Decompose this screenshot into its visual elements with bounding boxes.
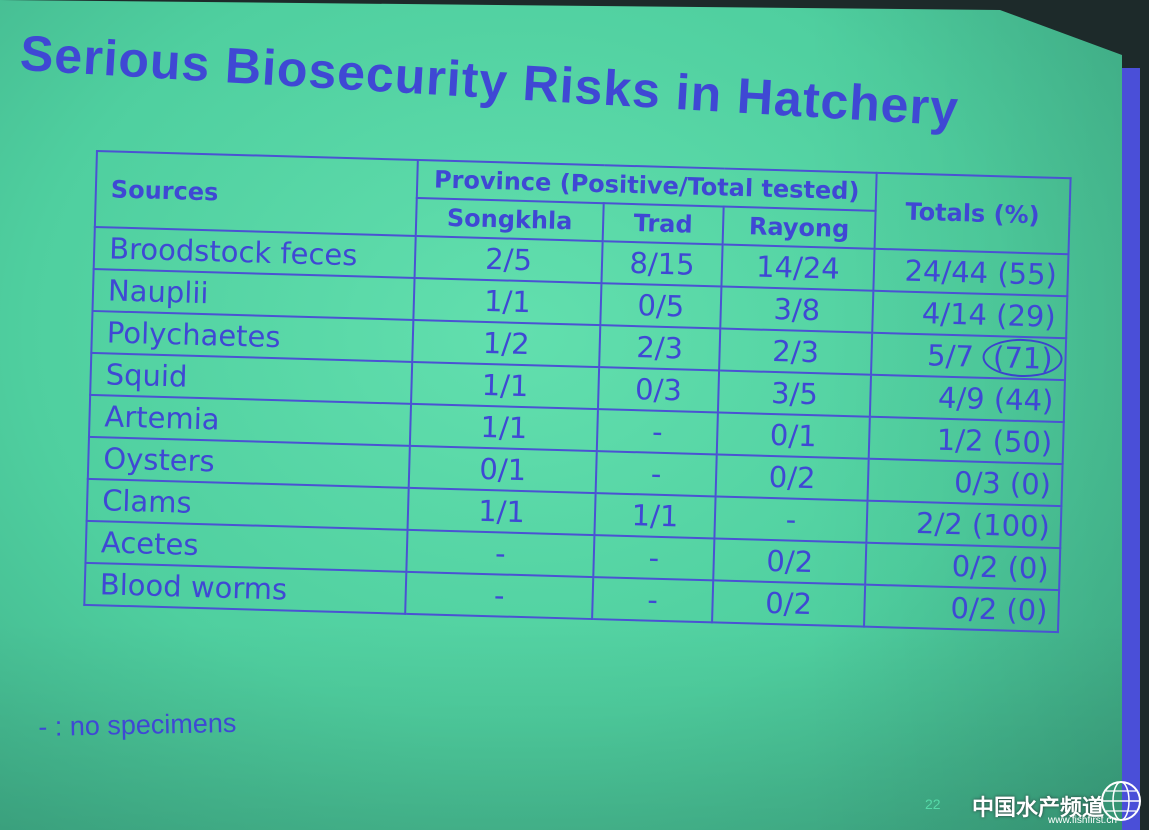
cell-songkhla: 1/1 [413,277,602,326]
cell-source: Blood worms [84,562,407,614]
cell-rayong: 0/2 [713,538,867,585]
cell-rayong: 0/2 [712,580,866,627]
slide-edge-bar [1122,68,1140,830]
data-table-container: Sources Province (Positive/Total tested)… [83,150,1071,633]
cell-trad: 1/1 [594,493,716,539]
cell-total: 5/7 (71) [871,332,1067,381]
globe-icon [1101,781,1141,821]
watermark-url: www.fishfirst.cn [1048,815,1117,826]
header-sources: Sources [94,151,418,236]
cell-total: 2/2 (100) [866,500,1062,549]
circled-percent: (71) [982,337,1064,379]
header-totals: Totals (%) [874,172,1071,255]
header-songkhla: Songkhla [415,197,604,242]
cell-total: 4/9 (44) [869,374,1065,423]
cell-songkhla: 1/1 [411,361,600,410]
cell-rayong: - [714,496,868,543]
cell-total: 24/44 (55) [873,248,1069,297]
cell-total: 0/3 (0) [867,458,1063,507]
header-rayong: Rayong [722,206,876,249]
cell-trad: - [596,409,718,455]
cell-songkhla: - [405,571,594,620]
cell-rayong: 2/3 [719,328,873,375]
watermark-text: 中国水产频道 [972,796,1105,821]
cell-total: 0/2 (0) [863,584,1060,633]
cell-songkhla: 1/2 [412,319,601,368]
cell-songkhla: - [406,529,595,578]
cell-songkhla: 1/1 [409,403,598,452]
cell-songkhla: 1/1 [407,487,596,536]
cell-rayong: 0/1 [716,412,870,459]
cell-rayong: 14/24 [721,244,875,291]
footnote: - : no specimens [38,707,237,742]
cell-trad: - [595,451,717,497]
cell-songkhla: 0/1 [408,445,597,494]
cell-trad: - [593,535,715,581]
cell-rayong: 3/5 [717,370,872,417]
cell-total: 4/14 (29) [872,290,1068,339]
cell-rayong: 3/8 [720,286,874,333]
cell-trad: 8/15 [601,241,723,287]
cell-rayong: 0/2 [715,454,869,501]
biosecurity-table: Sources Province (Positive/Total tested)… [83,150,1071,633]
cell-songkhla: 2/5 [414,235,603,284]
header-trad: Trad [602,203,724,245]
cell-total: 0/2 (0) [865,542,1061,591]
cell-trad: 0/5 [600,283,722,329]
cell-trad: 0/3 [597,367,720,413]
cell-trad: - [592,577,714,623]
total-fraction: 5/7 [926,338,975,374]
cell-total: 1/2 (50) [868,416,1064,465]
cell-trad: 2/3 [599,325,721,371]
page-number: 22 [925,796,941,812]
